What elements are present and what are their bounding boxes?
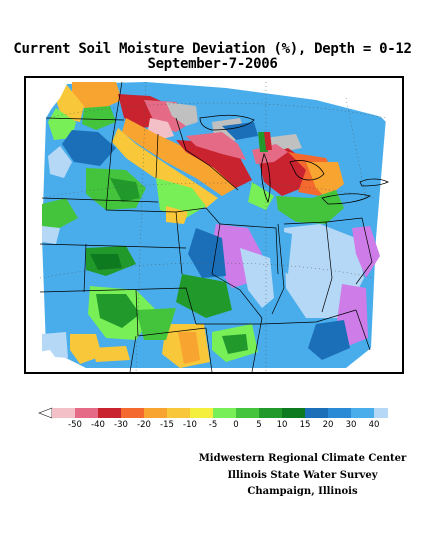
- region-wi-red: [176, 140, 252, 188]
- region-mi-light-green: [248, 182, 274, 210]
- region-nw-pale: [48, 146, 72, 178]
- legend-swatch: [167, 408, 190, 418]
- region-ne-dark-green: [110, 178, 140, 202]
- legend-tick-label: -15: [160, 420, 174, 428]
- region-ia-yellow: [166, 206, 188, 224]
- region-sd-green: [42, 198, 78, 230]
- credit-line-2: Illinois State Water Survey: [227, 470, 378, 481]
- region-ok-dark: [96, 294, 140, 328]
- region-nw-green-dark: [82, 106, 116, 130]
- region-blank-corner-nw: [26, 78, 70, 138]
- legend-tick-label: 10: [277, 420, 288, 428]
- region-blank-corner-sw: [26, 350, 66, 372]
- legend-tick-label: 0: [233, 420, 238, 428]
- legend-tick-label: -50: [68, 420, 82, 428]
- region-nw-green: [48, 108, 76, 140]
- legend-swatch: [374, 408, 397, 418]
- legend-swatch: [121, 408, 144, 418]
- legend-tick-label: -5: [209, 420, 217, 428]
- region-ok-yellow: [92, 346, 130, 362]
- legend-tick-label: 5: [256, 420, 261, 428]
- legend-colorbar: -50-40-30-20-15-10-50510152030405060: [38, 406, 425, 430]
- legend-tick-label: 15: [300, 420, 311, 428]
- legend-tick-label: 20: [323, 420, 334, 428]
- region-il-pale: [240, 248, 274, 308]
- region-in-blue: [272, 230, 292, 274]
- legend-arrow-left: [38, 407, 53, 419]
- region-nw-blue: [62, 130, 116, 166]
- region-mi-yellow: [306, 162, 344, 198]
- region-mi-green: [276, 190, 344, 224]
- region-wi-orange: [122, 118, 236, 196]
- legend-swatch: [98, 408, 121, 418]
- legend-tick-label: -30: [114, 420, 128, 428]
- legend-swatch: [213, 408, 236, 418]
- map-date: September-7-2006: [147, 56, 278, 72]
- graticule: [39, 81, 387, 372]
- soil-moisture-map: [24, 76, 404, 374]
- legend-tick-label: -40: [91, 420, 105, 428]
- region-up-red: [264, 132, 272, 150]
- legend-tick-label: 40: [369, 420, 380, 428]
- legend-swatch: [52, 408, 75, 418]
- region-ar-orange: [178, 332, 200, 364]
- credit-line-3: Champaign, Illinois: [247, 486, 358, 497]
- region-nw-yellow: [56, 84, 84, 122]
- region-ky-blue: [308, 320, 350, 360]
- region-blank-corner-se: [366, 318, 402, 372]
- legend-tick-label: 30: [346, 420, 357, 428]
- region-blank-corner-ne: [316, 78, 402, 138]
- legend-swatch: [190, 408, 213, 418]
- region-up-blue: [222, 122, 258, 140]
- legend-swatch: [282, 408, 305, 418]
- legend-swatch: [328, 408, 351, 418]
- great-lakes: [199, 114, 389, 205]
- state-boundaries: [39, 81, 373, 372]
- region-no-data-1: [166, 102, 198, 126]
- legend-swatch: [75, 408, 98, 418]
- region-mo-blue: [188, 228, 226, 278]
- legend-swatch: [305, 408, 328, 418]
- legend-tick-label: -10: [183, 420, 197, 428]
- legend-swatch: [259, 408, 282, 418]
- region-sw-yellow: [70, 334, 102, 364]
- legend-tick-label: -20: [137, 420, 151, 428]
- region-oh-purple: [352, 226, 380, 278]
- region-wi-pink: [186, 132, 246, 160]
- legend-swatch: [351, 408, 374, 418]
- region-nw-orange: [72, 82, 122, 108]
- region-sd-pale: [42, 226, 60, 244]
- region-mo-dark-green: [176, 274, 232, 318]
- region-tn-dark: [222, 334, 248, 354]
- map-title: Current Soil Moisture Deviation (%), Dep…: [13, 41, 412, 57]
- legend-swatch: [144, 408, 167, 418]
- credit-line-1: Midwestern Regional Climate Center: [198, 453, 407, 464]
- region-ks-dark: [90, 254, 122, 270]
- legend-swatch: [236, 408, 259, 418]
- region-ar-green: [136, 308, 176, 340]
